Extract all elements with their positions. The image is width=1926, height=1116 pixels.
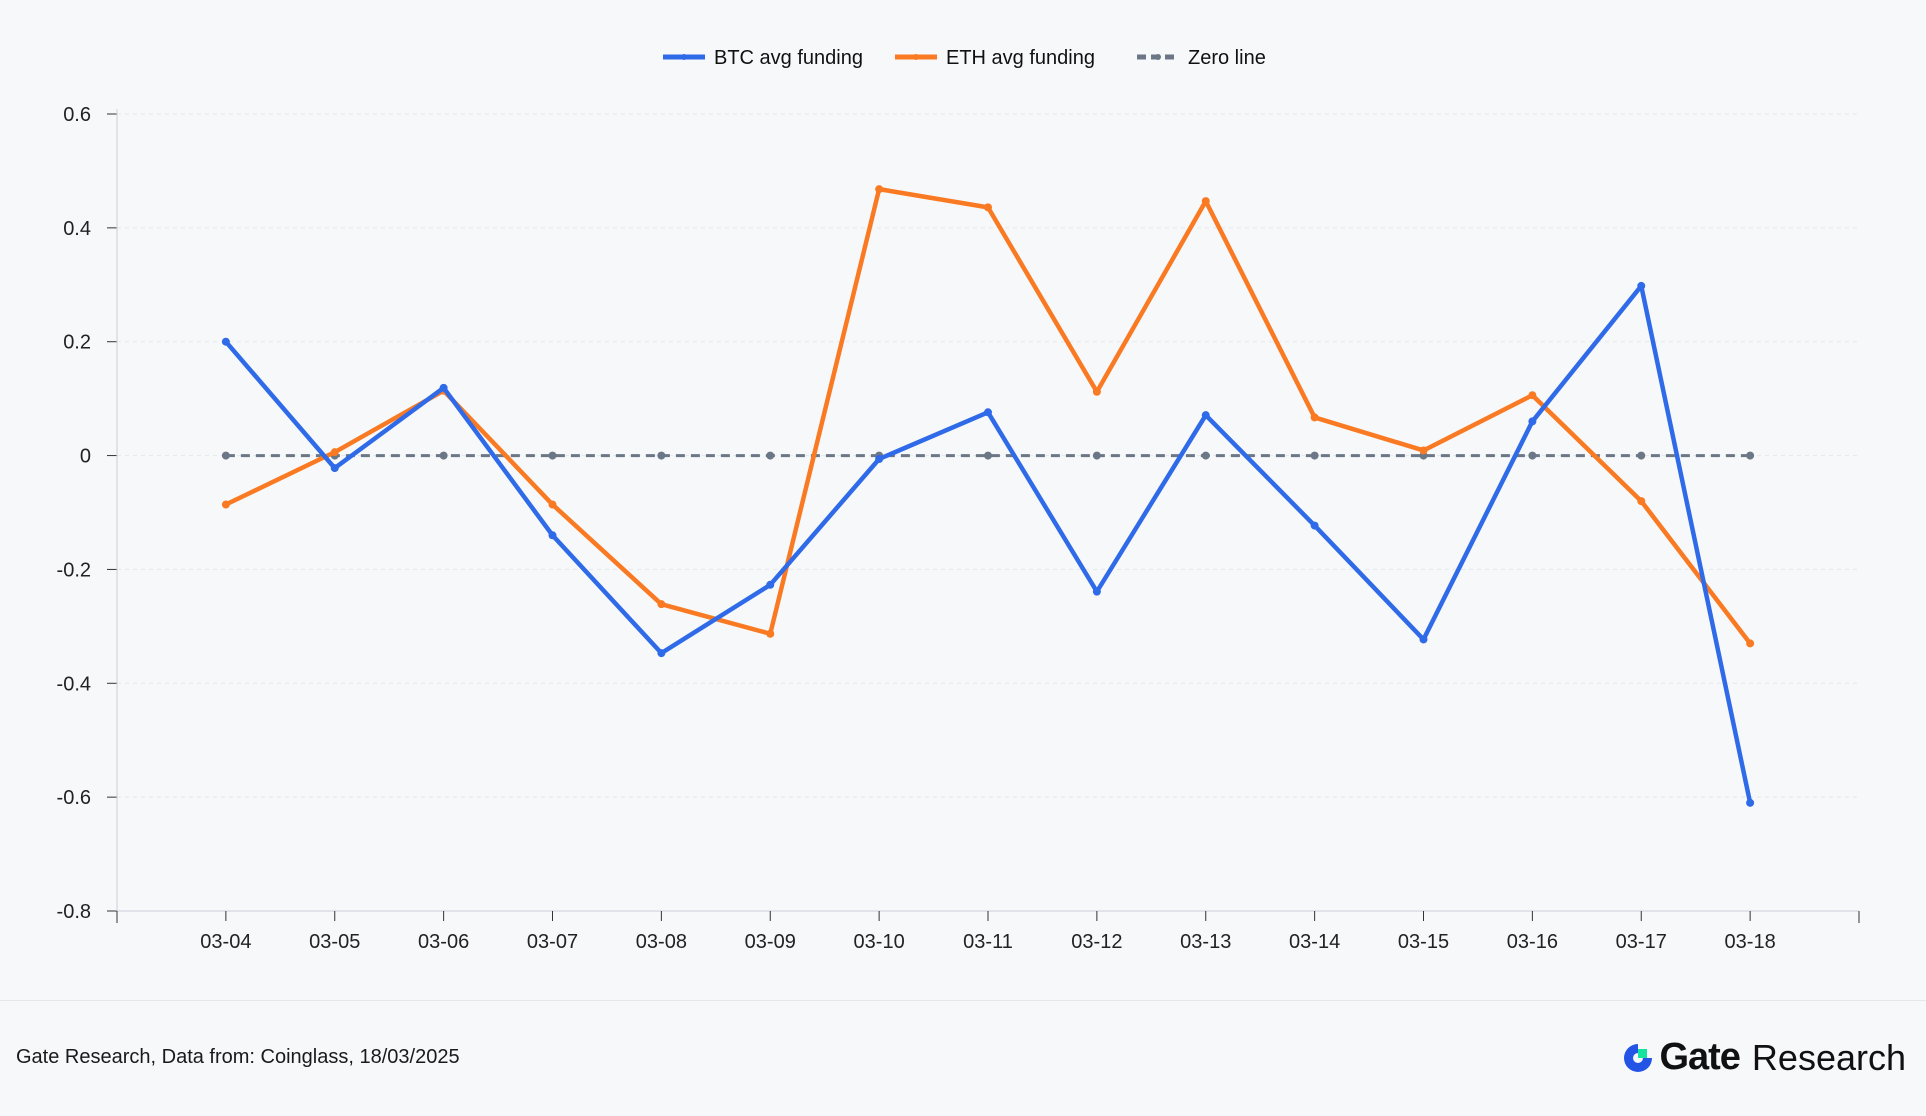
footer-divider	[0, 1000, 1926, 1001]
data-point	[548, 500, 557, 509]
data-point	[1201, 411, 1210, 420]
data-point	[1201, 197, 1210, 206]
data-point	[1310, 451, 1319, 460]
series-line-btc-avg-funding	[224, 283, 1753, 804]
data-point	[984, 408, 992, 417]
data-point	[875, 185, 884, 194]
data-point	[1637, 281, 1646, 290]
logo-brand: Gate	[1659, 1036, 1740, 1078]
x-tick-label: 03-14	[1289, 931, 1340, 953]
x-tick-label: 03-04	[200, 931, 251, 953]
x-tick-label: 03-18	[1725, 931, 1776, 953]
legend-label: BTC avg funding	[714, 47, 863, 69]
data-point	[439, 451, 448, 460]
gate-research-logo: Gate Research	[1621, 1036, 1906, 1079]
x-tick-label: 03-05	[309, 931, 360, 953]
data-point	[766, 451, 775, 460]
data-point	[1419, 446, 1428, 455]
legend-marker	[1155, 54, 1161, 60]
data-point	[330, 448, 339, 457]
data-point	[1528, 417, 1537, 426]
data-point	[221, 337, 230, 346]
data-point	[875, 454, 884, 463]
x-tick-label: 03-17	[1616, 931, 1667, 953]
x-tick-label: 03-07	[527, 931, 578, 953]
data-point	[1310, 521, 1319, 530]
source-note: Gate Research, Data from: Coinglass, 18/…	[16, 1046, 460, 1068]
data-point	[657, 600, 666, 609]
funding-rate-chart: 0.6 0.4 0.2 0 -0.2 -0.4 -0.6 -0.8 03-04 03-05 03-0…	[57, 47, 1860, 953]
data-point	[1092, 387, 1101, 396]
data-point	[1201, 451, 1210, 460]
data-point	[1528, 391, 1537, 400]
data-point	[1419, 635, 1428, 644]
x-tick-label: 03-12	[1071, 931, 1122, 953]
y-tick-label: -0.6	[57, 787, 91, 809]
x-tick-label: 03-15	[1398, 931, 1449, 953]
y-tick-label: 0.6	[63, 104, 91, 126]
data-point	[1092, 587, 1101, 596]
y-tick-label: 0.4	[63, 218, 91, 240]
x-tick-label: 03-16	[1507, 931, 1558, 953]
data-point	[766, 580, 775, 589]
data-point	[766, 629, 775, 638]
legend-label: ETH avg funding	[946, 47, 1095, 69]
data-point	[439, 383, 448, 392]
data-point	[1310, 413, 1319, 422]
legend-marker	[913, 54, 919, 60]
data-point	[548, 531, 557, 540]
data-point	[984, 203, 992, 212]
gate-logo-icon	[1624, 1043, 1653, 1072]
x-tick-label: 03-08	[636, 931, 687, 953]
data-point	[330, 464, 339, 473]
data-point	[1528, 451, 1537, 460]
data-point	[1092, 451, 1101, 460]
data-point	[1637, 451, 1646, 460]
x-tick-label: 03-06	[418, 931, 469, 953]
data-point	[984, 451, 992, 460]
x-tick-label: 03-11	[963, 931, 1013, 953]
y-tick-label: -0.8	[57, 901, 91, 923]
data-point	[657, 649, 666, 658]
x-tick-label: 03-13	[1180, 931, 1231, 953]
data-point	[1746, 798, 1755, 807]
legend-marker	[681, 54, 687, 60]
data-point	[221, 451, 230, 460]
y-tick-label: 0.2	[63, 332, 91, 354]
data-point	[1746, 451, 1755, 460]
data-point	[548, 451, 557, 460]
data-point	[1746, 639, 1755, 648]
data-point	[221, 500, 230, 509]
data-point	[657, 451, 666, 460]
x-tick-label: 03-09	[745, 931, 796, 953]
y-tick-label: -0.2	[57, 559, 91, 581]
y-tick-label: 0	[80, 446, 91, 468]
logo-suffix: Research	[1751, 1036, 1906, 1078]
x-tick-label: 03-10	[854, 931, 905, 953]
y-tick-label: -0.4	[57, 673, 91, 695]
data-point	[1637, 497, 1646, 506]
legend-label: Zero line	[1188, 47, 1266, 69]
